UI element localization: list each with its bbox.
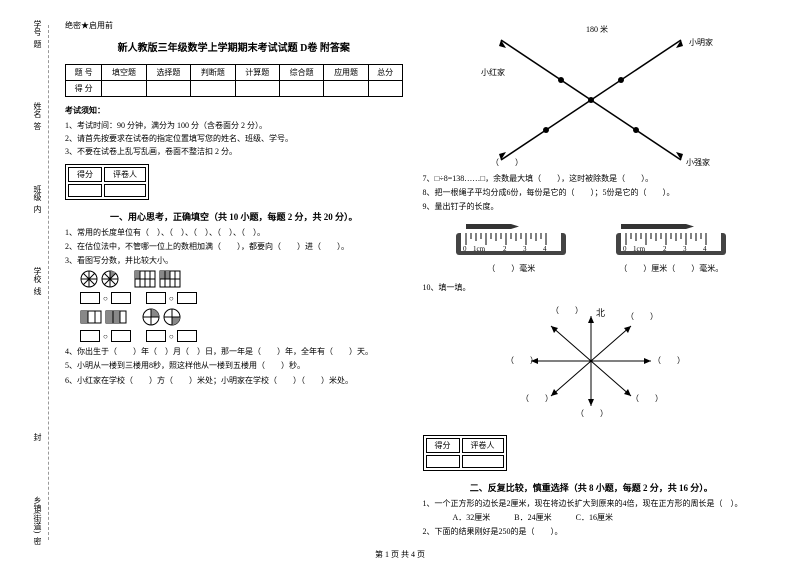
svg-text:2: 2	[503, 245, 507, 253]
q10: 10、填一填。	[423, 282, 761, 293]
td-score: 得 分	[66, 81, 102, 97]
fraction-input	[111, 330, 131, 342]
ruler-2-answer: （ ）厘米（ ）毫米。	[611, 263, 731, 274]
score-summary-table: 题 号 填空题 选择题 判断题 计算题 综合题 应用题 总分 得 分	[65, 64, 403, 97]
svg-text:（ ）: （ ）	[506, 356, 538, 365]
label-xiaohong: 小红家	[481, 67, 505, 77]
q2: 2、在估位法中，不管哪一位上的数相加满（ ），都要向（ ）进（ ）。	[65, 241, 403, 252]
side-m3: 内	[32, 205, 43, 213]
svg-text:北: 北	[596, 308, 605, 318]
ruler-2-icon: 0 1cm 2 3 4	[611, 221, 731, 261]
sec2-q1-opts: A．32厘米 B．24厘米 C．16厘米	[453, 512, 761, 523]
secret-label: 绝密★启用前	[65, 20, 403, 31]
sec2-q2: 2、下面的结果刚好是250的是（ ）。	[423, 526, 761, 537]
page-footer: 第 1 页 共 4 页	[0, 549, 800, 560]
side-m4: 线	[32, 287, 43, 295]
th-choice: 选择题	[146, 65, 190, 81]
section-2-title: 二、反复比较，慎重选择（共 8 小题，每题 2 分，共 16 分）。	[423, 481, 761, 494]
svg-text:3: 3	[683, 245, 687, 253]
sec2-q1: 1、一个正方形的边长是2厘米，现在将边长扩大到原来的4倍，现在正方形的周长是（ …	[423, 498, 761, 509]
svg-text:2: 2	[663, 245, 667, 253]
notice-title: 考试须知：	[65, 105, 403, 116]
svg-text:（ ）: （ ）	[521, 394, 553, 403]
svg-text:3: 3	[523, 245, 527, 253]
circle-fraction-icon	[142, 308, 160, 326]
th-fill: 填空题	[102, 65, 146, 81]
fraction-shapes-row2	[80, 308, 403, 326]
fraction-input	[80, 292, 100, 304]
label-180m: 180 米	[586, 24, 608, 34]
notice-1: 1、考试时间：90 分钟，满分为 100 分（含卷面分 2 分）。	[65, 120, 403, 131]
circle-fraction-icon	[101, 270, 119, 288]
cross-diagram: 180 米 小明家 小红家 小强家 （ ）	[451, 20, 731, 170]
fraction-input	[146, 330, 166, 342]
fraction-shapes-row1	[80, 270, 403, 288]
svg-text:4: 4	[703, 245, 707, 253]
side-l2: 姓名	[32, 102, 43, 118]
notice-3: 3、不要在试卷上乱写乱画，卷面不整洁扣 2 分。	[65, 146, 403, 157]
fraction-boxes-row1: ○ ○	[80, 292, 403, 304]
grid-fraction-icon	[159, 270, 181, 288]
q9: 9、量出钉子的长度。	[423, 201, 761, 212]
ruler-1-icon: 0 1cm 2 3 4	[451, 221, 571, 261]
side-m2: 答	[32, 122, 43, 130]
circle-fraction-icon	[80, 270, 98, 288]
sb-score-2: 得分	[426, 438, 460, 453]
svg-text:（ ）: （ ）	[551, 306, 583, 315]
q4: 4、你出生于（ ）年（ ）月（ ）日，那一年是（ ）年，全年有（ ）天。	[65, 346, 403, 357]
bar-fraction-icon	[80, 310, 102, 324]
svg-text:（ ）: （ ）	[653, 356, 681, 365]
ruler-1-answer: （ ）毫米	[451, 263, 571, 274]
svg-text:（ ）: （ ）	[491, 158, 523, 167]
q7: 7、□÷8=138……□，余数最大填（ ），这时被除数是（ ）。	[423, 173, 761, 184]
circle-fraction-icon	[163, 308, 181, 326]
side-l4: 学校	[32, 267, 43, 283]
side-m5: 封	[32, 433, 43, 441]
notice-2: 2、请首先按要求在试卷的指定位置填写您的姓名、班级、学号。	[65, 133, 403, 144]
th-num: 题 号	[66, 65, 102, 81]
section-1-title: 一、用心思考，正确填空（共 10 小题，每题 2 分，共 20 分）。	[65, 210, 403, 223]
q8: 8、把一根绳子平均分成6份，每份是它的（ ）；5份是它的（ ）。	[423, 187, 761, 198]
sb-grader: 评卷人	[104, 167, 146, 182]
svg-text:0: 0	[623, 245, 627, 253]
svg-text:（ ）: （ ）	[576, 409, 608, 418]
grader-box: 得分评卷人	[65, 164, 149, 200]
side-l5: 乡镇(街道)	[32, 496, 43, 533]
th-judge: 判断题	[191, 65, 235, 81]
grader-box-2: 得分评卷人	[423, 435, 507, 471]
th-total: 总分	[368, 65, 402, 81]
fraction-input	[177, 292, 197, 304]
fraction-input	[111, 292, 131, 304]
q3: 3、看图写分数，并比较大小。	[65, 255, 403, 266]
exam-title: 新人教版三年级数学上学期期末考试试题 D卷 附答案	[65, 39, 403, 54]
q5: 5、小明从一楼到三楼用8秒，照这样他从一楼到五楼用（ ）秒。	[65, 360, 403, 371]
th-app: 应用题	[324, 65, 368, 81]
label-xiaoming: 小明家	[689, 37, 713, 47]
grid-fraction-icon	[134, 270, 156, 288]
q1: 1、常用的长度单位有（ ）、（ ）、（ ）、（ ）、（ ）。	[65, 227, 403, 238]
fraction-boxes-row2: ○ ○	[80, 330, 403, 342]
sb-score: 得分	[68, 167, 102, 182]
svg-text:0: 0	[463, 245, 467, 253]
svg-text:4: 4	[543, 245, 547, 253]
th-comp: 综合题	[279, 65, 323, 81]
side-m6: 密	[32, 537, 43, 545]
fraction-input	[80, 330, 100, 342]
svg-text:（ ）: （ ）	[631, 394, 663, 403]
fraction-input	[177, 330, 197, 342]
compass-diagram: 北 （ ） （ ） （ ） （ ） （ ） （ ） （ ）	[501, 301, 681, 421]
sb-grader-2: 评卷人	[462, 438, 504, 453]
side-m1: 题	[32, 40, 43, 48]
label-xiaoqiang: 小强家	[686, 157, 710, 167]
bar-fraction-icon	[105, 310, 127, 324]
q6: 6、小红家在学校（ ）方（ ）米处；小明家在学校（ ）（ ）米处。	[65, 375, 403, 386]
svg-text:1cm: 1cm	[633, 245, 646, 253]
side-l1: 学号	[32, 20, 43, 36]
svg-text:（ ）: （ ）	[626, 312, 658, 321]
svg-text:1cm: 1cm	[473, 245, 486, 253]
side-l3: 班级	[32, 185, 43, 201]
th-calc: 计算题	[235, 65, 279, 81]
fraction-input	[146, 292, 166, 304]
